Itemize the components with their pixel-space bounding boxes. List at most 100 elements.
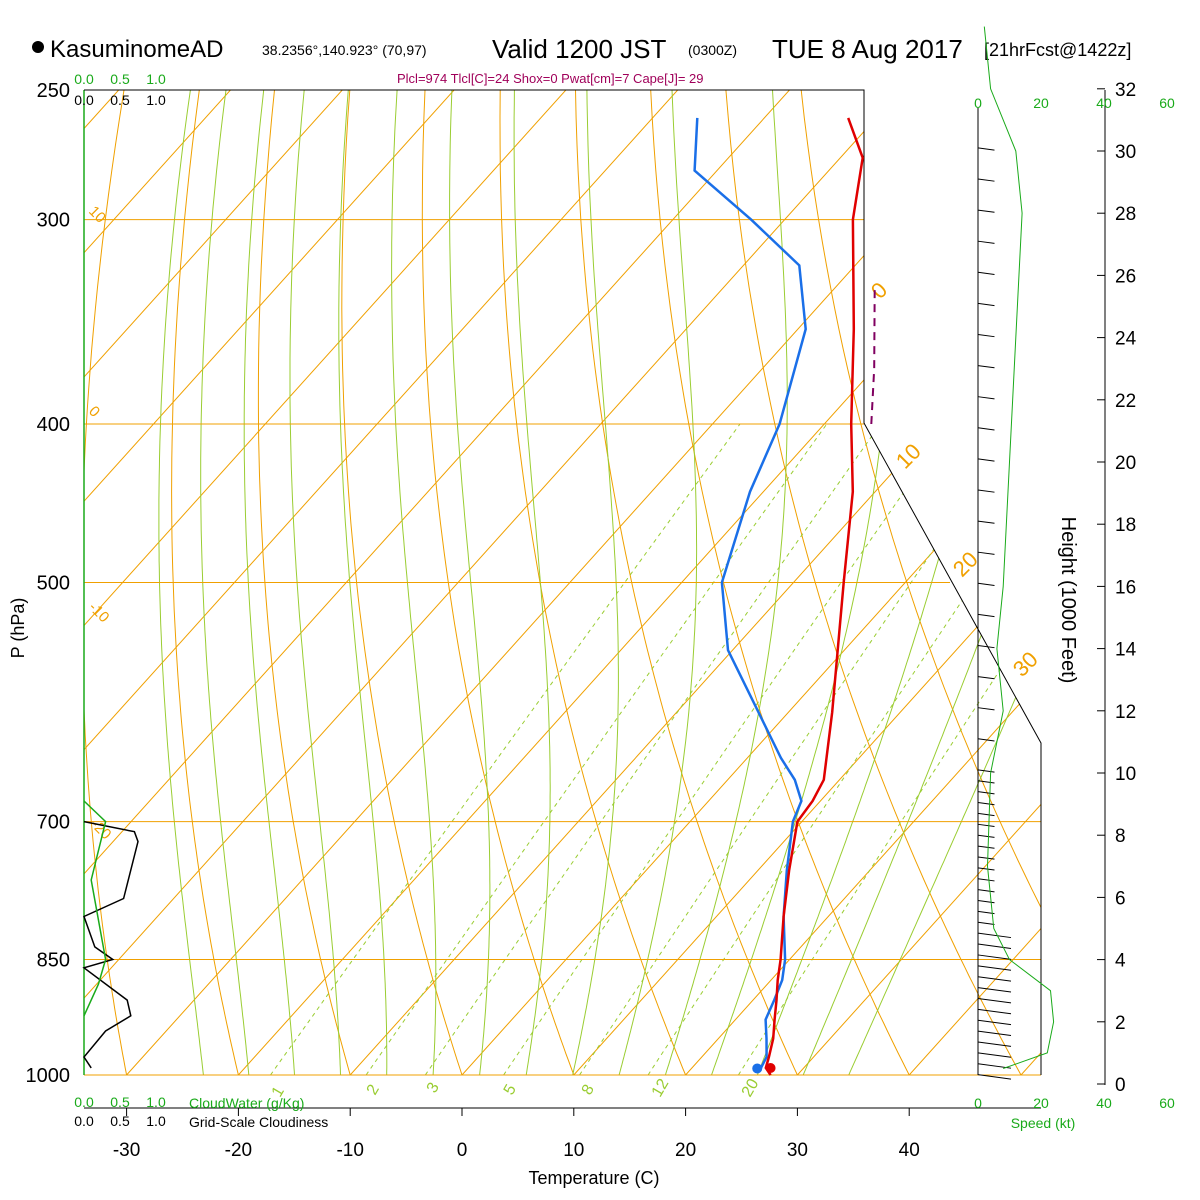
stability-indices: Plcl=974 Tlcl[C]=24 Shox=0 Pwat[cm]=7 Ca… [397, 71, 704, 86]
temperature-tick-label: -30 [113, 1140, 140, 1161]
mixing-ratio-label: 5 [501, 1082, 520, 1098]
isotherm-label: 30 [1008, 647, 1043, 682]
moist-adiabat-line [609, 90, 698, 1075]
cloud-water-tick-top: 1.0 [146, 71, 166, 87]
pressure-tick-label: 700 [37, 812, 70, 834]
speed-tick-label-bottom: 40 [1096, 1095, 1112, 1111]
cloudiness-tick-bottom: 0.5 [110, 1113, 130, 1129]
moist-adiabat-line [832, 90, 1041, 1075]
temperature-tick-labels: -30 -20 -10 0 10 20 30 40 [84, 1107, 1041, 1161]
cloud-axis-labels: 0.0 0.0 0.0 0.0 0.5 0.5 0.5 0.5 1.0 1.0 1.0 1.0 [74, 71, 166, 1129]
height-tick-label: 20 [1115, 453, 1136, 474]
dry-adiabat-line [499, 90, 701, 1075]
moist-adiabat-line [653, 90, 788, 1075]
moist-adiabat-line [158, 90, 208, 1075]
speed-tick-label-top: 20 [1033, 95, 1049, 111]
cloud-water-tick-top: 0.5 [110, 71, 130, 87]
height-tick-label: 6 [1115, 888, 1126, 909]
pressure-tick-label: 1000 [26, 1065, 71, 1087]
wind-barb [977, 910, 995, 915]
wind-barb [977, 676, 995, 680]
mixing-ratio-line [270, 423, 741, 1075]
height-tick-label: 2 [1115, 1013, 1126, 1034]
height-tick-label: 4 [1115, 951, 1126, 972]
cloudiness-tick-top: 1.0 [146, 92, 166, 108]
height-tick-label: 0 [1115, 1075, 1126, 1096]
mixing-ratio-line [647, 423, 1041, 1075]
cloud-water-tick-bottom: 0.0 [74, 1094, 94, 1110]
mixing-ratio-line [503, 423, 952, 1075]
mixing-ratio-line [737, 423, 1041, 1075]
wind-barb [977, 1041, 1012, 1047]
cloud-water-tick-bottom: 1.0 [146, 1094, 166, 1110]
surface-temperature-marker [765, 1063, 776, 1073]
cloud-profiles [82, 800, 139, 1069]
speed-tick-label-bottom: 0 [974, 1095, 982, 1111]
wind-barb [977, 987, 1012, 993]
wind-barb [977, 954, 1012, 960]
height-tick-label: 18 [1115, 515, 1136, 536]
wind-barb [977, 209, 995, 213]
height-tick-label: 32 [1115, 80, 1136, 101]
height-tick-label: 8 [1115, 826, 1126, 847]
isotherm-label: 10 [891, 439, 926, 474]
isotherm-line [0, 90, 7, 1075]
station-marker-icon [32, 41, 44, 53]
height-tick-label: 14 [1115, 640, 1137, 661]
dry-adiabat-label: 10 [85, 203, 109, 227]
dry-adiabat-line [1170, 61, 1200, 1110]
parcel-line [870, 287, 876, 425]
pressure-axis-label: P (hPa) [8, 598, 28, 659]
wind-barb [977, 1030, 1012, 1037]
pressure-tick-labels: 250 300 400 500 700 850 1000 [26, 80, 71, 1087]
wind-barb [977, 365, 995, 369]
moist-adiabat-line [788, 90, 1041, 1075]
wind-barb [977, 520, 995, 524]
dry-adiabat-line [723, 90, 1041, 1075]
moist-adiabat-line [338, 90, 388, 1075]
wind-barb [977, 791, 995, 795]
height-tick-label: 28 [1115, 204, 1136, 225]
pressure-tick-label: 500 [37, 573, 70, 595]
wind-speed-profile [983, 26, 1055, 1069]
dry-adiabat-line [1096, 61, 1200, 1110]
temperature-line [764, 117, 864, 1076]
mixing-ratio-layer [270, 423, 1041, 1075]
station-coords: 38.2356°,140.923° (70,97) [262, 42, 427, 58]
moist-adiabat-line [391, 90, 437, 1075]
wind-barbs [977, 147, 1012, 1080]
temperature-tick-label: 0 [457, 1140, 468, 1161]
cloudiness-label: Grid-Scale Cloudiness [189, 1114, 328, 1130]
moist-adiabat-line [513, 90, 551, 1075]
wind-barb [977, 613, 995, 618]
speed-tick-label-bottom: 20 [1033, 1095, 1049, 1111]
cloudiness-tick-bottom: 1.0 [146, 1113, 166, 1129]
wind-barb [977, 889, 995, 893]
wind-barb [977, 823, 995, 828]
height-tick-label: 10 [1115, 764, 1136, 785]
wind-barb [977, 489, 995, 493]
sounding-profiles [693, 117, 876, 1076]
cloudiness-tick-top: 0.5 [110, 92, 130, 108]
isotherm-line [908, 90, 1041, 1075]
wind-barb [977, 1052, 1012, 1058]
dry-adiabat-label: -10 [85, 599, 112, 626]
wind-barb [977, 644, 995, 649]
isobar-layer [84, 89, 1041, 1076]
wind-barb [977, 878, 995, 882]
speed-tick-label-top: 0 [974, 95, 982, 111]
valid-date: TUE 8 Aug 2017 [772, 34, 963, 64]
wind-barb [977, 147, 995, 151]
speed-axis-label: Speed (kt) [1011, 1115, 1076, 1131]
height-tick-label: 12 [1115, 702, 1136, 723]
wind-barb [977, 856, 995, 860]
wind-barb [977, 458, 995, 462]
temperature-tick-label: -10 [336, 1140, 363, 1161]
mixing-ratio-label: 20 [739, 1076, 763, 1100]
wind-barb [977, 427, 995, 431]
cloud-water-tick-top: 0.0 [74, 71, 94, 87]
